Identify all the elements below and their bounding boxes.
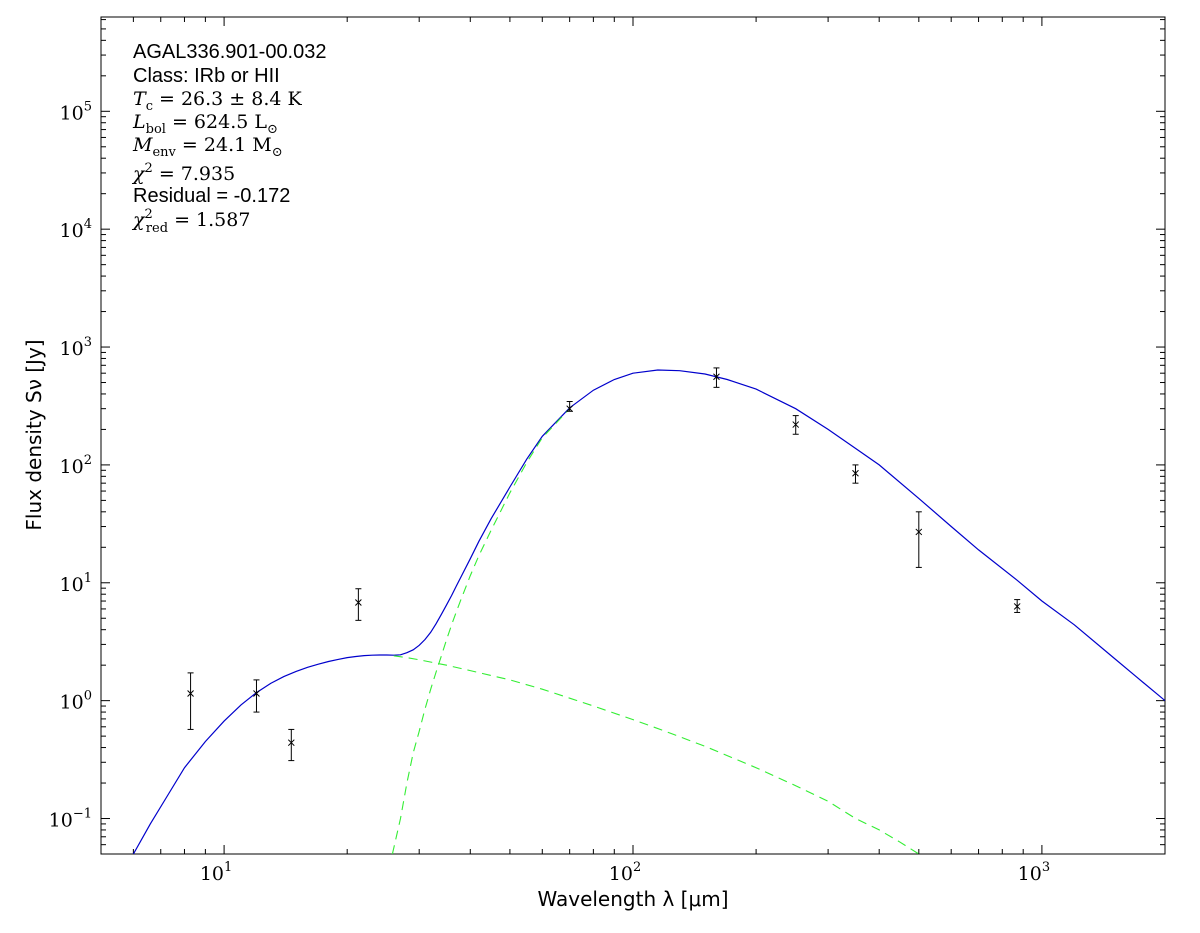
data-point bbox=[287, 728, 295, 762]
y-axis-label: Flux density Sν [Jy] bbox=[22, 339, 46, 530]
source-class: Class: IRb or HII bbox=[133, 65, 280, 87]
model-curves bbox=[132, 369, 1165, 854]
tick-labels: 101 102 103 10−1 100 101 102 103 104 105 bbox=[49, 99, 1051, 885]
axis-ticks bbox=[100, 17, 1166, 855]
cold-component-curve bbox=[391, 408, 571, 854]
point-marker bbox=[287, 739, 295, 747]
warm-component-curve bbox=[393, 655, 920, 854]
x-tick-label: 101 bbox=[200, 860, 232, 885]
temperature-annotation: Tc = 26.3 ± 8.4 K bbox=[133, 88, 303, 114]
y-tick-label: 104 bbox=[60, 217, 92, 242]
y-tick-label: 102 bbox=[60, 453, 92, 478]
observed-points bbox=[187, 367, 1021, 762]
mass-annotation: Menv = 24.1 M⊙ bbox=[132, 134, 283, 160]
x-tick-label: 103 bbox=[1018, 860, 1050, 885]
fit-annotations: AGAL336.901-00.032 Class: IRb or HII Tc … bbox=[131, 41, 327, 236]
data-point bbox=[187, 672, 194, 730]
point-marker bbox=[355, 599, 362, 606]
data-point bbox=[355, 588, 362, 621]
total-model-curve bbox=[132, 369, 1165, 854]
point-marker bbox=[852, 469, 859, 477]
point-marker bbox=[1013, 603, 1021, 610]
x-axis-label: Wavelength λ [μm] bbox=[537, 887, 728, 911]
residual-annotation: Residual = -0.172 bbox=[133, 185, 290, 207]
y-tick-label: 105 bbox=[60, 99, 92, 124]
data-point bbox=[852, 464, 859, 484]
point-marker bbox=[253, 690, 260, 697]
y-tick-label: 100 bbox=[60, 689, 92, 714]
y-tick-label: 103 bbox=[60, 335, 92, 360]
y-tick-label: 101 bbox=[60, 571, 92, 596]
point-marker bbox=[915, 528, 923, 536]
point-marker bbox=[713, 373, 720, 381]
data-point bbox=[566, 401, 574, 413]
reduced-chi2-annotation: χ2 red = 1.587 bbox=[131, 207, 250, 236]
data-point bbox=[253, 679, 260, 713]
point-marker bbox=[566, 405, 574, 413]
point-marker bbox=[187, 690, 194, 697]
data-point bbox=[792, 415, 800, 435]
source-name: AGAL336.901-00.032 bbox=[133, 41, 327, 63]
plot-area bbox=[100, 16, 1166, 855]
chi2-annotation: χ2 = 7.935 bbox=[131, 161, 235, 185]
data-point bbox=[1013, 599, 1021, 613]
luminosity-annotation: Lbol = 624.5 L⊙ bbox=[132, 111, 278, 137]
data-point bbox=[915, 511, 923, 568]
point-marker bbox=[792, 421, 800, 428]
data-point bbox=[713, 367, 720, 388]
y-tick-label: 10−1 bbox=[49, 807, 92, 832]
x-tick-label: 102 bbox=[609, 860, 641, 885]
